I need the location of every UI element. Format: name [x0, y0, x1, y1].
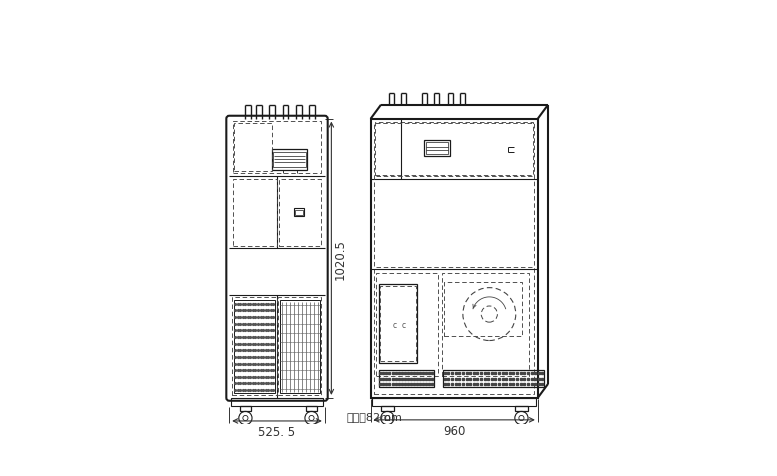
- Bar: [233, 122, 321, 174]
- Bar: [232, 298, 277, 395]
- Text: c: c: [402, 321, 406, 330]
- Text: 525. 5: 525. 5: [259, 425, 295, 438]
- Text: 脚轮高82mm: 脚轮高82mm: [347, 411, 402, 421]
- Bar: [272, 150, 307, 171]
- Bar: [239, 406, 251, 412]
- Bar: [376, 274, 438, 376]
- Text: c: c: [392, 321, 396, 330]
- Text: 960: 960: [443, 424, 465, 437]
- Bar: [381, 406, 394, 412]
- Bar: [424, 141, 450, 157]
- Bar: [443, 370, 544, 387]
- Bar: [380, 286, 416, 362]
- Bar: [371, 119, 538, 398]
- Bar: [441, 274, 529, 376]
- Bar: [375, 122, 533, 176]
- Bar: [372, 398, 536, 406]
- Bar: [426, 143, 448, 155]
- Bar: [231, 398, 323, 406]
- Bar: [378, 285, 417, 363]
- Bar: [280, 301, 320, 394]
- Bar: [378, 370, 434, 387]
- Bar: [294, 209, 305, 217]
- Bar: [234, 124, 272, 172]
- Bar: [274, 153, 306, 168]
- Bar: [444, 283, 522, 337]
- Bar: [279, 179, 321, 246]
- Bar: [375, 124, 534, 394]
- Bar: [515, 406, 528, 412]
- Text: 1020.5: 1020.5: [333, 238, 347, 279]
- Bar: [295, 210, 303, 215]
- Bar: [233, 179, 277, 246]
- Bar: [305, 406, 318, 412]
- Bar: [278, 298, 322, 395]
- Bar: [234, 301, 274, 394]
